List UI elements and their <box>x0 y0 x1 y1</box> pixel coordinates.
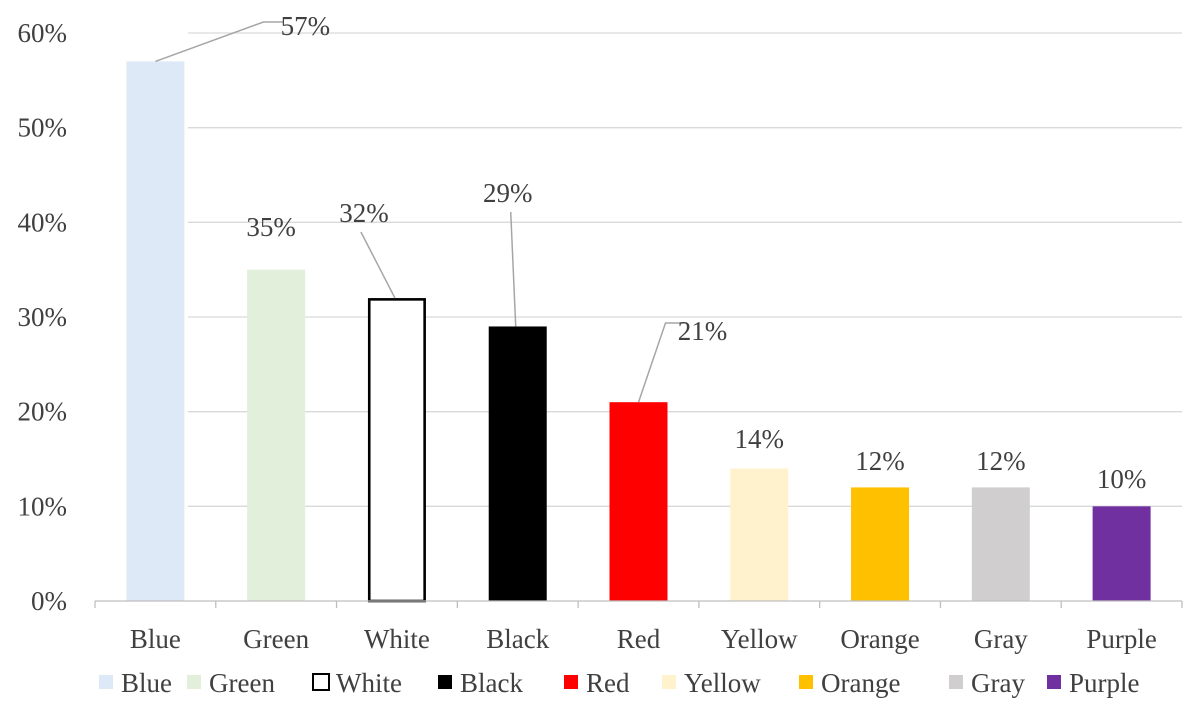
legend-swatch-black <box>438 675 452 689</box>
bar-white <box>367 298 426 603</box>
legend: Blue Green White Black Red Yellow Orange Gray Pu… <box>99 668 1140 698</box>
legend-swatch-blue <box>99 675 113 689</box>
bar-yellow <box>730 468 789 601</box>
data-label-purple: 10% <box>1097 464 1147 494</box>
x-tick-label-red: Red <box>617 624 661 654</box>
y-tick-label-40: 40% <box>18 207 68 237</box>
y-tick-label-50: 50% <box>18 113 68 143</box>
x-tick-label-orange: Orange <box>840 624 919 654</box>
leader-line-blue <box>155 21 284 63</box>
leader-line-white <box>360 231 396 299</box>
legend-swatch-gray <box>949 675 963 689</box>
x-tick-label-gray: Gray <box>974 624 1028 654</box>
data-label-white: 32% <box>339 198 389 228</box>
data-label-black: 29% <box>483 178 533 208</box>
legend-swatch-red <box>564 675 578 689</box>
bar-gray <box>971 487 1030 601</box>
legend-label-purple: Purple <box>1069 668 1140 698</box>
bars <box>126 61 1151 603</box>
legend-label-yellow: Yellow <box>684 668 761 698</box>
bar-red <box>609 402 668 601</box>
bar-orange <box>851 487 910 601</box>
leader-line-black <box>509 211 517 327</box>
y-axis-ticks: 0% 10% 20% 30% 40% 50% 60% <box>18 18 68 616</box>
data-label-green: 35% <box>246 212 296 242</box>
x-tick-label-blue: Blue <box>130 624 181 654</box>
y-tick-label-60: 60% <box>18 18 68 48</box>
legend-swatch-yellow <box>662 675 676 689</box>
y-tick-label-10: 10% <box>18 491 68 521</box>
legend-label-gray: Gray <box>971 668 1025 698</box>
x-axis <box>94 600 1183 608</box>
data-label-orange: 12% <box>855 446 905 476</box>
y-tick-label-20: 20% <box>18 397 68 427</box>
bar-blue <box>126 61 185 601</box>
legend-swatch-purple <box>1047 675 1061 689</box>
leader-line-red <box>637 322 686 403</box>
leader-lines <box>155 21 686 403</box>
legend-label-white: White <box>336 668 402 698</box>
bar-black <box>488 326 547 601</box>
y-tick-label-0: 0% <box>31 586 67 616</box>
data-label-red: 21% <box>678 316 728 346</box>
legend-swatch-orange <box>799 675 813 689</box>
data-label-yellow: 14% <box>735 424 785 454</box>
category-labels: Blue Green White Black Red Yellow Orange Gray Pu… <box>130 624 1157 654</box>
x-tick-label-purple: Purple <box>1086 624 1157 654</box>
legend-swatch-green <box>187 675 201 689</box>
gridlines <box>188 32 1182 507</box>
legend-label-green: Green <box>209 668 275 698</box>
data-labels: 57% 35% 32% 29% 21% 14% 12% 12% 10% <box>246 11 1146 494</box>
x-tick-label-white: White <box>364 624 430 654</box>
bar-green <box>247 269 306 601</box>
legend-swatch-white <box>312 673 330 691</box>
y-tick-label-30: 30% <box>18 302 68 332</box>
legend-label-black: Black <box>460 668 523 698</box>
x-tick-label-yellow: Yellow <box>721 624 798 654</box>
data-label-gray: 12% <box>976 446 1026 476</box>
x-tick-label-black: Black <box>486 624 549 654</box>
legend-label-orange: Orange <box>821 668 900 698</box>
bar-purple <box>1092 506 1151 601</box>
x-tick-label-green: Green <box>243 624 309 654</box>
legend-label-blue: Blue <box>121 668 172 698</box>
legend-label-red: Red <box>586 668 630 698</box>
data-label-blue: 57% <box>281 11 331 41</box>
